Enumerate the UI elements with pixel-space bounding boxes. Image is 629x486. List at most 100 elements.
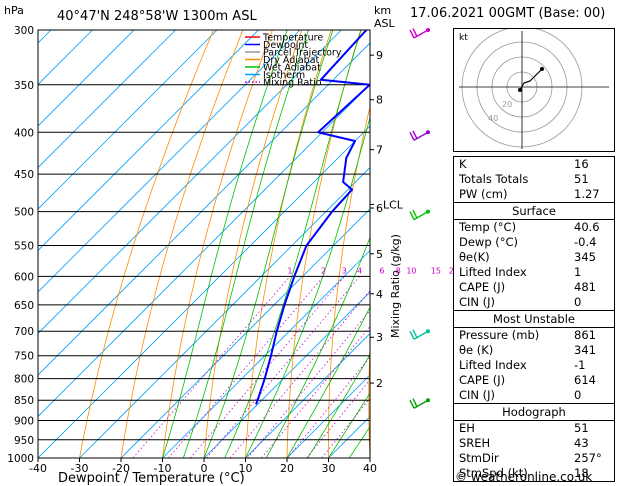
- row-value: 18: [574, 466, 589, 480]
- isotherm-line: [286, 374, 370, 458]
- pressure-tick-label: 750: [14, 351, 34, 363]
- mixing-ratio-line: [168, 276, 324, 458]
- table-row: CAPE (J) 614: [454, 373, 614, 388]
- wind-barb-flag: [412, 398, 418, 408]
- row-label: CIN (J): [459, 388, 496, 402]
- legend-label: Wet Adiabat: [263, 63, 321, 74]
- isotherm-line: [38, 42, 370, 376]
- isotherm-line: [245, 332, 370, 458]
- lcl-label: LCL: [383, 198, 404, 211]
- table-row: PW (cm) 1.27: [454, 187, 614, 202]
- hodograph-rows: EH 51 SREH 43 StmDir 257° StmSpd (kt) 18: [454, 420, 614, 481]
- most-unstable-title: Most Unstable: [493, 312, 575, 326]
- wind-barb-flag: [412, 28, 418, 37]
- row-label: CAPE (J): [459, 280, 506, 294]
- row-label: CIN (J): [459, 295, 496, 309]
- pressure-tick-label: 850: [14, 395, 34, 407]
- hodograph-section: Hodograph EH 51 SREH 43 StmDir 257° StmSpd (kt…: [454, 403, 614, 481]
- table-row: SREH 43: [454, 436, 614, 451]
- height-tick-label: 6: [376, 202, 383, 215]
- mixing-ratio-label: 2: [321, 266, 326, 275]
- wind-barb-flag: [412, 329, 418, 339]
- series-line-dewpoint: [255, 30, 370, 405]
- x-tick-label: 10: [239, 462, 253, 475]
- mixing-ratio-label: 6: [379, 266, 384, 275]
- height-tick-label: 3: [376, 331, 383, 344]
- most-unstable-rows: Pressure (mb) 861 θe (K) 341 Lifted Index -1 C…: [454, 327, 614, 403]
- most-unstable-section: Most Unstable Pressure (mb) 861 θe (K) 341 L…: [454, 310, 614, 403]
- mixing-ratio-line: [229, 290, 370, 458]
- row-value: 16: [574, 157, 589, 171]
- wind-barb-flag: [412, 130, 418, 140]
- x-tick-label: 20: [280, 462, 294, 475]
- legend-label: Dewpoint: [263, 40, 308, 51]
- row-value: 861: [574, 328, 596, 342]
- x-tick-label: 0: [201, 462, 208, 475]
- mixing-ratio-line: [132, 276, 291, 458]
- row-label: SREH: [459, 436, 491, 450]
- row-label: Totals Totals: [459, 172, 529, 186]
- row-label: StmDir: [459, 451, 499, 465]
- table-row: CAPE (J) 481: [454, 280, 614, 295]
- row-label: Pressure (mb): [459, 328, 540, 342]
- wind-barb-dot: [426, 130, 430, 135]
- row-label: Lifted Index: [459, 358, 527, 372]
- row-value: 1.27: [574, 187, 600, 201]
- row-value: 51: [574, 172, 589, 186]
- row-label: θe (K): [459, 343, 494, 357]
- row-value: 0: [574, 388, 582, 402]
- table-row: θe (K) 341: [454, 343, 614, 358]
- row-label: EH: [459, 421, 475, 435]
- pressure-tick-label: 600: [14, 271, 34, 283]
- table-row: Lifted Index -1: [454, 358, 614, 373]
- row-label: Dewp (°C): [459, 235, 519, 249]
- dry-adiabat-line: [368, 337, 370, 458]
- row-label: StmSpd (kt): [459, 466, 528, 480]
- dry-adiabat-line: [120, 30, 244, 458]
- table-row: CIN (J) 0: [454, 388, 614, 403]
- isotherm-line: [38, 30, 259, 252]
- row-value: 43: [574, 436, 589, 450]
- height-tick-label: 8: [376, 94, 383, 107]
- row-label: K: [459, 157, 467, 171]
- isotherm-line: [162, 249, 370, 458]
- pressure-tick-label: 400: [14, 127, 34, 139]
- row-value: 257°: [574, 451, 602, 465]
- wind-barb-flag: [409, 330, 415, 340]
- hodograph-panel: kt 20 40: [453, 26, 615, 152]
- wind-barb-dot: [426, 28, 430, 32]
- dry-adiabat-line: [408, 30, 449, 458]
- x-tick-label: -10: [154, 462, 172, 475]
- row-label: θe(K): [459, 250, 490, 264]
- height-tick-label: 7: [376, 144, 383, 157]
- legend-label: Dry Adiabat: [263, 55, 320, 66]
- wind-barb-flag: [409, 399, 415, 409]
- datetime-label: 17.06.2021 00GMT (Base: 00): [410, 6, 606, 21]
- row-value: 341: [574, 343, 596, 357]
- hodograph-start-point: [518, 88, 522, 92]
- x-axis-title: Dewpoint / Temperature (°C): [58, 471, 245, 486]
- isotherm-line: [38, 30, 135, 127]
- pressure-tick-label: 800: [14, 374, 34, 386]
- mixing-ratio-label: 10: [406, 266, 416, 275]
- wet-adiabat-line: [307, 353, 370, 458]
- row-label: Temp (°C): [459, 220, 517, 234]
- table-row: Dewp (°C) -0.4: [454, 235, 614, 250]
- indices-table: K 16 Totals Totals 51 PW (cm) 1.27 Surface Te…: [453, 156, 615, 482]
- dry-adiabat-line: [79, 30, 214, 458]
- row-label: PW (cm): [459, 187, 508, 201]
- pressure-tick-label: 450: [14, 169, 34, 181]
- pressure-tick-label: 950: [14, 435, 34, 447]
- wet-adiabat-line: [328, 392, 370, 458]
- asl-label: ASL: [374, 17, 396, 30]
- row-value: 345: [574, 250, 596, 264]
- row-value: 481: [574, 280, 596, 294]
- isotherm-line: [38, 30, 218, 210]
- row-value: 614: [574, 373, 596, 387]
- wind-barb-flag: [409, 131, 415, 141]
- row-label: CAPE (J): [459, 373, 506, 387]
- wind-barb-dot: [426, 398, 430, 403]
- wet-adiabat-line: [286, 306, 370, 458]
- table-row: Totals Totals 51: [454, 172, 614, 187]
